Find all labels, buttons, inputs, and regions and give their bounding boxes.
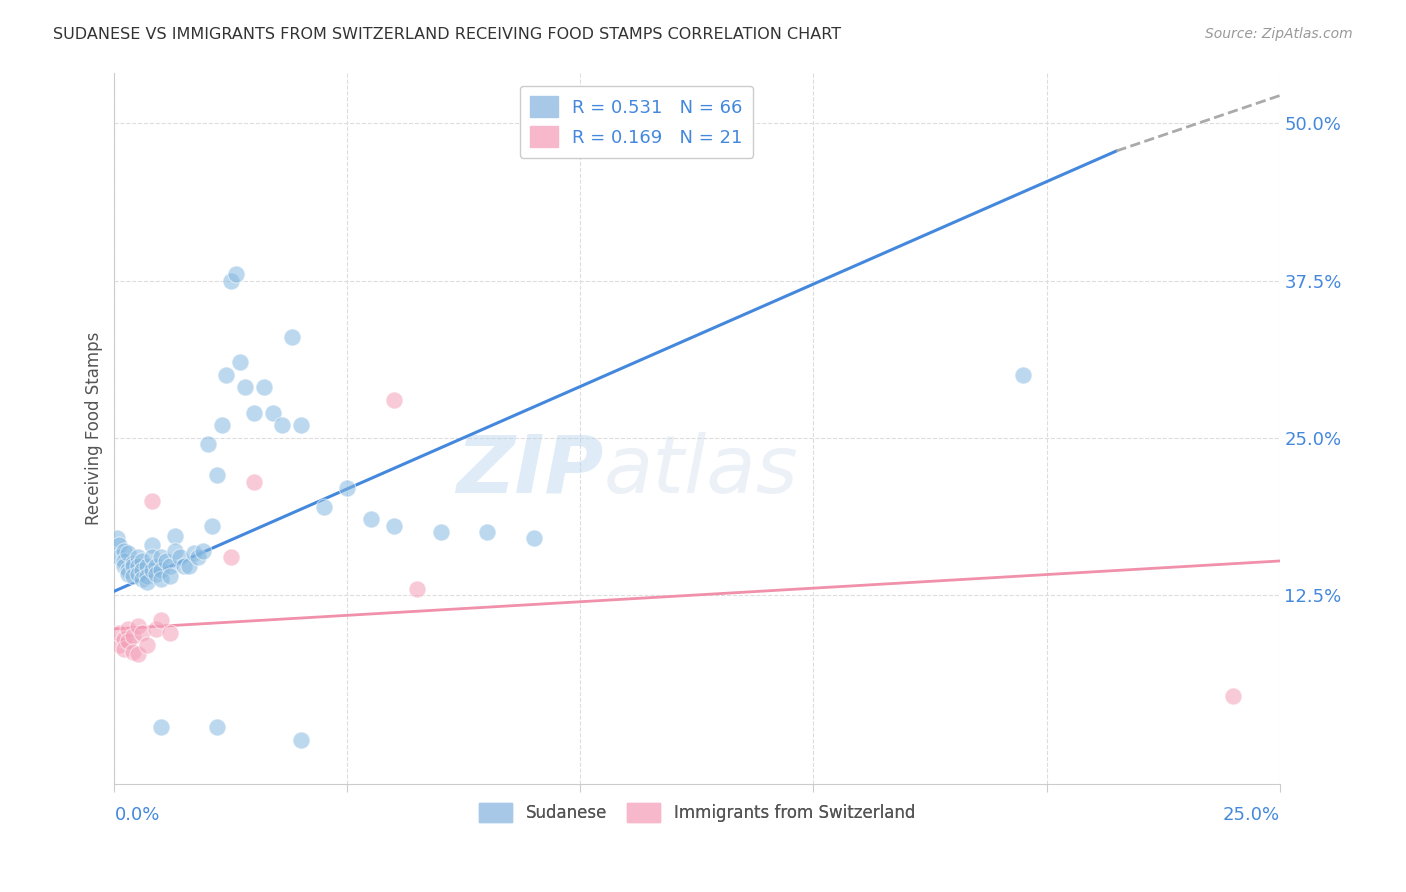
Point xyxy=(159,559,181,574)
Point xyxy=(108,538,131,552)
Point xyxy=(243,475,266,489)
Text: Source: ZipAtlas.com: Source: ZipAtlas.com xyxy=(1205,27,1353,41)
Point xyxy=(112,554,135,568)
Text: ZIP: ZIP xyxy=(457,432,603,510)
Point xyxy=(117,563,139,577)
Point xyxy=(219,550,242,565)
Point xyxy=(1222,689,1244,703)
Point xyxy=(150,550,173,565)
Point xyxy=(141,550,163,565)
Point xyxy=(141,563,163,577)
Point xyxy=(225,267,247,281)
Point xyxy=(117,634,139,648)
Point xyxy=(163,544,186,558)
Point xyxy=(169,550,191,565)
Point xyxy=(477,524,499,539)
Point xyxy=(233,380,256,394)
Point xyxy=(243,406,266,420)
Point xyxy=(127,550,149,565)
Point xyxy=(406,582,429,596)
Point xyxy=(145,566,167,581)
Point xyxy=(150,572,173,586)
Point xyxy=(131,563,153,577)
Point xyxy=(141,538,163,552)
Point xyxy=(205,720,228,734)
Point xyxy=(159,569,181,583)
Point xyxy=(122,630,145,644)
Point xyxy=(219,273,242,287)
Point xyxy=(201,518,224,533)
Point xyxy=(112,632,135,646)
Point xyxy=(122,559,145,574)
Text: SUDANESE VS IMMIGRANTS FROM SWITZERLAND RECEIVING FOOD STAMPS CORRELATION CHART: SUDANESE VS IMMIGRANTS FROM SWITZERLAND … xyxy=(53,27,842,42)
Point xyxy=(155,554,177,568)
Point xyxy=(382,518,405,533)
Point xyxy=(290,732,312,747)
Point xyxy=(112,544,135,558)
Point xyxy=(136,559,159,574)
Point xyxy=(136,638,159,652)
Point xyxy=(105,532,128,546)
Point xyxy=(145,622,167,636)
Point xyxy=(122,644,145,658)
Legend: Sudanese, Immigrants from Switzerland: Sudanese, Immigrants from Switzerland xyxy=(472,796,922,829)
Point xyxy=(360,512,382,526)
Text: atlas: atlas xyxy=(603,432,799,510)
Point xyxy=(108,550,131,565)
Point xyxy=(314,500,336,514)
Point xyxy=(150,563,173,577)
Point xyxy=(191,544,214,558)
Y-axis label: Receiving Food Stamps: Receiving Food Stamps xyxy=(86,332,103,525)
Point xyxy=(127,566,149,581)
Point xyxy=(108,638,131,652)
Point xyxy=(211,418,233,433)
Point xyxy=(159,625,181,640)
Point xyxy=(117,622,139,636)
Point xyxy=(429,524,451,539)
Point xyxy=(271,418,294,433)
Point xyxy=(127,619,149,633)
Point xyxy=(136,569,159,583)
Point xyxy=(262,406,284,420)
Point xyxy=(117,566,139,581)
Point xyxy=(177,559,200,574)
Text: 25.0%: 25.0% xyxy=(1222,806,1279,824)
Point xyxy=(336,481,359,495)
Point xyxy=(108,625,131,640)
Text: 0.0%: 0.0% xyxy=(114,806,160,824)
Point xyxy=(112,559,135,574)
Point xyxy=(122,557,145,571)
Point xyxy=(1012,368,1035,382)
Point xyxy=(112,642,135,657)
Point xyxy=(290,418,312,433)
Point xyxy=(187,550,209,565)
Point xyxy=(127,559,149,574)
Point xyxy=(150,720,173,734)
Point xyxy=(523,532,546,546)
Point xyxy=(280,330,302,344)
Point xyxy=(183,546,205,560)
Point xyxy=(117,546,139,560)
Point xyxy=(215,368,238,382)
Point xyxy=(205,468,228,483)
Point xyxy=(145,559,167,574)
Point xyxy=(252,380,274,394)
Point xyxy=(136,575,159,590)
Point xyxy=(229,355,252,369)
Point xyxy=(131,554,153,568)
Point xyxy=(122,569,145,583)
Point xyxy=(382,392,405,407)
Point xyxy=(150,613,173,627)
Point xyxy=(173,559,195,574)
Point xyxy=(127,647,149,661)
Point xyxy=(163,529,186,543)
Point xyxy=(131,625,153,640)
Point xyxy=(131,572,153,586)
Point xyxy=(197,437,219,451)
Point xyxy=(141,493,163,508)
